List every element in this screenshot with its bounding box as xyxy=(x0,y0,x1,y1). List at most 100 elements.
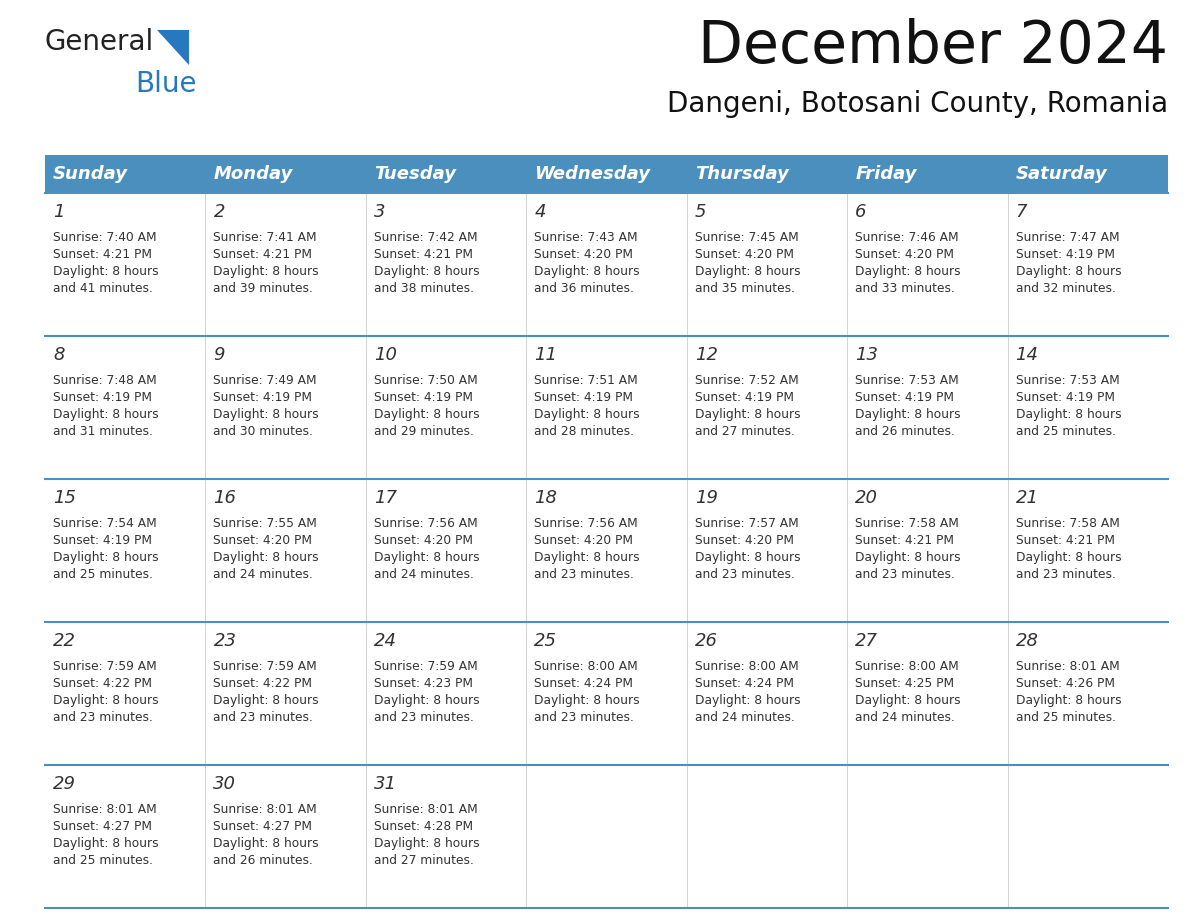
Text: Sunrise: 8:00 AM: Sunrise: 8:00 AM xyxy=(855,660,959,673)
Text: and 35 minutes.: and 35 minutes. xyxy=(695,282,795,295)
Text: Blue: Blue xyxy=(135,70,196,98)
Text: and 27 minutes.: and 27 minutes. xyxy=(374,854,474,867)
Bar xyxy=(45,622,206,765)
Bar xyxy=(366,765,526,908)
Bar xyxy=(526,765,687,908)
Text: Dangeni, Botosani County, Romania: Dangeni, Botosani County, Romania xyxy=(666,90,1168,118)
Text: Sunset: 4:20 PM: Sunset: 4:20 PM xyxy=(214,534,312,547)
Text: Sunrise: 7:48 AM: Sunrise: 7:48 AM xyxy=(53,374,157,387)
Text: Daylight: 8 hours: Daylight: 8 hours xyxy=(53,265,159,278)
Text: Daylight: 8 hours: Daylight: 8 hours xyxy=(695,694,801,707)
Text: Daylight: 8 hours: Daylight: 8 hours xyxy=(1016,408,1121,421)
Text: Sunset: 4:19 PM: Sunset: 4:19 PM xyxy=(214,391,312,404)
Text: Sunrise: 8:01 AM: Sunrise: 8:01 AM xyxy=(374,803,478,816)
Text: 14: 14 xyxy=(1016,346,1038,364)
Bar xyxy=(45,193,206,336)
Text: 4: 4 xyxy=(535,203,545,221)
Text: Sunrise: 8:00 AM: Sunrise: 8:00 AM xyxy=(535,660,638,673)
Bar xyxy=(526,479,687,622)
Text: Daylight: 8 hours: Daylight: 8 hours xyxy=(535,408,640,421)
Text: Daylight: 8 hours: Daylight: 8 hours xyxy=(535,551,640,564)
Text: Sunset: 4:20 PM: Sunset: 4:20 PM xyxy=(695,248,794,261)
Text: 19: 19 xyxy=(695,489,718,507)
Text: and 24 minutes.: and 24 minutes. xyxy=(214,568,314,581)
Text: Sunset: 4:20 PM: Sunset: 4:20 PM xyxy=(374,534,473,547)
Text: 13: 13 xyxy=(855,346,878,364)
Text: Sunset: 4:19 PM: Sunset: 4:19 PM xyxy=(535,391,633,404)
Text: Saturday: Saturday xyxy=(1016,165,1107,183)
Text: and 41 minutes.: and 41 minutes. xyxy=(53,282,153,295)
Text: and 23 minutes.: and 23 minutes. xyxy=(535,568,634,581)
Text: and 33 minutes.: and 33 minutes. xyxy=(855,282,955,295)
Text: December 2024: December 2024 xyxy=(699,18,1168,75)
Text: 24: 24 xyxy=(374,632,397,650)
Bar xyxy=(45,155,1168,193)
Text: and 27 minutes.: and 27 minutes. xyxy=(695,425,795,438)
Bar xyxy=(45,336,206,479)
Text: 20: 20 xyxy=(855,489,878,507)
Text: and 23 minutes.: and 23 minutes. xyxy=(374,711,474,724)
Text: Sunrise: 8:01 AM: Sunrise: 8:01 AM xyxy=(53,803,157,816)
Text: and 31 minutes.: and 31 minutes. xyxy=(53,425,153,438)
Text: Tuesday: Tuesday xyxy=(374,165,456,183)
Text: Sunrise: 7:40 AM: Sunrise: 7:40 AM xyxy=(53,231,157,244)
Text: 26: 26 xyxy=(695,632,718,650)
Bar xyxy=(1007,479,1168,622)
Text: Sunset: 4:28 PM: Sunset: 4:28 PM xyxy=(374,820,473,833)
Text: Daylight: 8 hours: Daylight: 8 hours xyxy=(535,694,640,707)
Text: Sunrise: 7:51 AM: Sunrise: 7:51 AM xyxy=(535,374,638,387)
Text: 12: 12 xyxy=(695,346,718,364)
Text: Sunset: 4:26 PM: Sunset: 4:26 PM xyxy=(1016,677,1114,690)
Text: and 24 minutes.: and 24 minutes. xyxy=(695,711,795,724)
Text: and 23 minutes.: and 23 minutes. xyxy=(535,711,634,724)
Text: Sunset: 4:19 PM: Sunset: 4:19 PM xyxy=(53,391,152,404)
Text: Sunrise: 7:43 AM: Sunrise: 7:43 AM xyxy=(535,231,638,244)
Text: Sunrise: 8:01 AM: Sunrise: 8:01 AM xyxy=(1016,660,1119,673)
Text: Sunrise: 7:58 AM: Sunrise: 7:58 AM xyxy=(855,517,959,530)
Text: Monday: Monday xyxy=(214,165,292,183)
Bar xyxy=(1007,622,1168,765)
Bar xyxy=(526,622,687,765)
Text: Sunrise: 7:49 AM: Sunrise: 7:49 AM xyxy=(214,374,317,387)
Text: Sunset: 4:19 PM: Sunset: 4:19 PM xyxy=(855,391,954,404)
Text: and 25 minutes.: and 25 minutes. xyxy=(53,568,153,581)
Text: Daylight: 8 hours: Daylight: 8 hours xyxy=(214,694,320,707)
Text: and 32 minutes.: and 32 minutes. xyxy=(1016,282,1116,295)
Text: 23: 23 xyxy=(214,632,236,650)
Bar xyxy=(1007,336,1168,479)
Text: Sunrise: 7:47 AM: Sunrise: 7:47 AM xyxy=(1016,231,1119,244)
Bar xyxy=(206,193,366,336)
Bar xyxy=(847,622,1007,765)
Text: and 25 minutes.: and 25 minutes. xyxy=(1016,711,1116,724)
Text: Sunrise: 7:59 AM: Sunrise: 7:59 AM xyxy=(214,660,317,673)
Bar xyxy=(847,479,1007,622)
Text: Sunset: 4:22 PM: Sunset: 4:22 PM xyxy=(214,677,312,690)
Text: 22: 22 xyxy=(53,632,76,650)
Bar xyxy=(45,479,206,622)
Text: Daylight: 8 hours: Daylight: 8 hours xyxy=(53,837,159,850)
Text: Friday: Friday xyxy=(855,165,917,183)
Text: Daylight: 8 hours: Daylight: 8 hours xyxy=(374,408,480,421)
Text: Sunrise: 7:45 AM: Sunrise: 7:45 AM xyxy=(695,231,798,244)
Text: and 38 minutes.: and 38 minutes. xyxy=(374,282,474,295)
Text: Daylight: 8 hours: Daylight: 8 hours xyxy=(214,408,320,421)
Text: Sunrise: 7:56 AM: Sunrise: 7:56 AM xyxy=(535,517,638,530)
Text: and 23 minutes.: and 23 minutes. xyxy=(1016,568,1116,581)
Text: Sunrise: 7:42 AM: Sunrise: 7:42 AM xyxy=(374,231,478,244)
Text: Daylight: 8 hours: Daylight: 8 hours xyxy=(374,837,480,850)
Text: 2: 2 xyxy=(214,203,225,221)
Text: Daylight: 8 hours: Daylight: 8 hours xyxy=(53,694,159,707)
Text: 25: 25 xyxy=(535,632,557,650)
Text: Daylight: 8 hours: Daylight: 8 hours xyxy=(535,265,640,278)
Text: Daylight: 8 hours: Daylight: 8 hours xyxy=(214,551,320,564)
Text: and 28 minutes.: and 28 minutes. xyxy=(535,425,634,438)
Text: 9: 9 xyxy=(214,346,225,364)
Text: Sunset: 4:21 PM: Sunset: 4:21 PM xyxy=(855,534,954,547)
Text: Sunrise: 8:01 AM: Sunrise: 8:01 AM xyxy=(214,803,317,816)
Text: Sunset: 4:19 PM: Sunset: 4:19 PM xyxy=(695,391,794,404)
Bar xyxy=(687,622,847,765)
Bar xyxy=(366,479,526,622)
Text: Sunrise: 7:53 AM: Sunrise: 7:53 AM xyxy=(855,374,959,387)
Text: Daylight: 8 hours: Daylight: 8 hours xyxy=(1016,265,1121,278)
Text: Daylight: 8 hours: Daylight: 8 hours xyxy=(53,551,159,564)
